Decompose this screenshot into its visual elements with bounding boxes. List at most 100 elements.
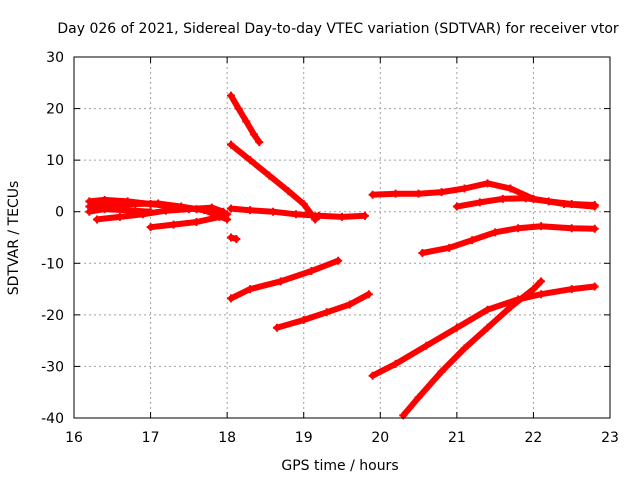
data-point (215, 212, 224, 221)
series-trace (419, 223, 598, 256)
data-point (255, 138, 264, 147)
data-point (460, 184, 469, 193)
data-point (590, 201, 599, 210)
x-tick-label: 20 (371, 430, 389, 446)
data-point (468, 236, 477, 245)
data-point (437, 188, 446, 197)
data-point (414, 393, 423, 402)
data-point (299, 316, 308, 325)
series-arc-6 (226, 91, 264, 147)
data-point (537, 277, 546, 286)
data-point (192, 218, 201, 227)
data-point (246, 206, 255, 215)
data-point (115, 212, 124, 221)
y-tick-label: 20 (46, 102, 64, 118)
x-tick-label: 23 (601, 430, 619, 446)
data-point (307, 267, 316, 276)
data-point (452, 323, 461, 332)
x-tick-label: 19 (295, 430, 313, 446)
data-point (338, 212, 346, 221)
data-point (223, 215, 232, 224)
data-point (418, 248, 427, 257)
y-tick-label: -20 (41, 308, 64, 324)
data-point (334, 256, 343, 265)
data-point (226, 91, 235, 100)
data-point (123, 206, 132, 215)
data-point (219, 207, 228, 216)
data-point (315, 211, 324, 220)
data-point (391, 359, 400, 368)
data-point (226, 233, 235, 242)
data-point (322, 308, 331, 317)
series-layer (85, 91, 599, 420)
series-arc-13 (452, 194, 599, 211)
data-point (364, 290, 373, 299)
data-point (272, 323, 281, 332)
data-point (590, 282, 599, 291)
data-point (483, 305, 492, 314)
data-point (483, 323, 492, 332)
data-point (521, 194, 530, 203)
series-arc-14 (418, 222, 599, 257)
data-point (590, 224, 599, 233)
data-point (146, 223, 155, 232)
series-arc-16 (399, 277, 546, 420)
data-point (437, 367, 446, 376)
data-point (567, 285, 576, 294)
data-point (100, 205, 109, 214)
data-point (506, 303, 515, 312)
data-point (246, 156, 255, 165)
series-arc-9 (226, 233, 241, 244)
ticks (73, 56, 611, 419)
data-point (460, 344, 469, 353)
data-point (368, 371, 377, 380)
data-point (491, 228, 500, 237)
tick-labels: 16 17 18 19 20 21 22 23 -40 -30 -20 -10 0 10 20 30 (41, 50, 619, 446)
x-tick-label: 18 (218, 430, 236, 446)
data-point (360, 211, 369, 220)
data-point (414, 189, 423, 198)
data-point (345, 300, 354, 309)
data-point (131, 199, 140, 208)
series-trace (86, 206, 154, 215)
grid (74, 57, 610, 418)
data-point (232, 235, 241, 244)
data-point (445, 243, 454, 252)
series-arc-5 (85, 205, 155, 216)
series-trace (228, 141, 319, 223)
data-point (242, 117, 251, 126)
data-point (514, 224, 523, 233)
data-point (368, 190, 377, 199)
data-point (506, 184, 515, 193)
data-point (537, 290, 546, 299)
series-arc-7 (226, 140, 320, 224)
y-tick-label: -30 (41, 359, 64, 375)
data-point (391, 189, 400, 198)
data-point (292, 210, 301, 219)
data-point (544, 197, 553, 206)
data-point (184, 205, 193, 214)
data-point (284, 187, 293, 196)
data-point (529, 285, 538, 294)
data-point (452, 202, 461, 211)
chart-title: Day 026 of 2021, Sidereal Day-to-day VTE… (57, 21, 619, 37)
data-point (422, 341, 431, 350)
y-tick-label: 30 (46, 50, 64, 66)
data-point (146, 207, 155, 216)
data-point (483, 179, 492, 188)
series-trace (400, 278, 545, 419)
data-point (249, 130, 258, 139)
x-tick-label: 22 (525, 430, 543, 446)
data-point (226, 204, 235, 213)
data-point (567, 199, 576, 208)
data-point (265, 171, 274, 180)
data-point (234, 104, 243, 113)
data-point (537, 222, 546, 231)
data-point (498, 194, 507, 203)
y-tick-label: 0 (55, 205, 64, 221)
data-point (161, 206, 170, 215)
data-point (85, 207, 94, 216)
data-point (226, 140, 235, 149)
